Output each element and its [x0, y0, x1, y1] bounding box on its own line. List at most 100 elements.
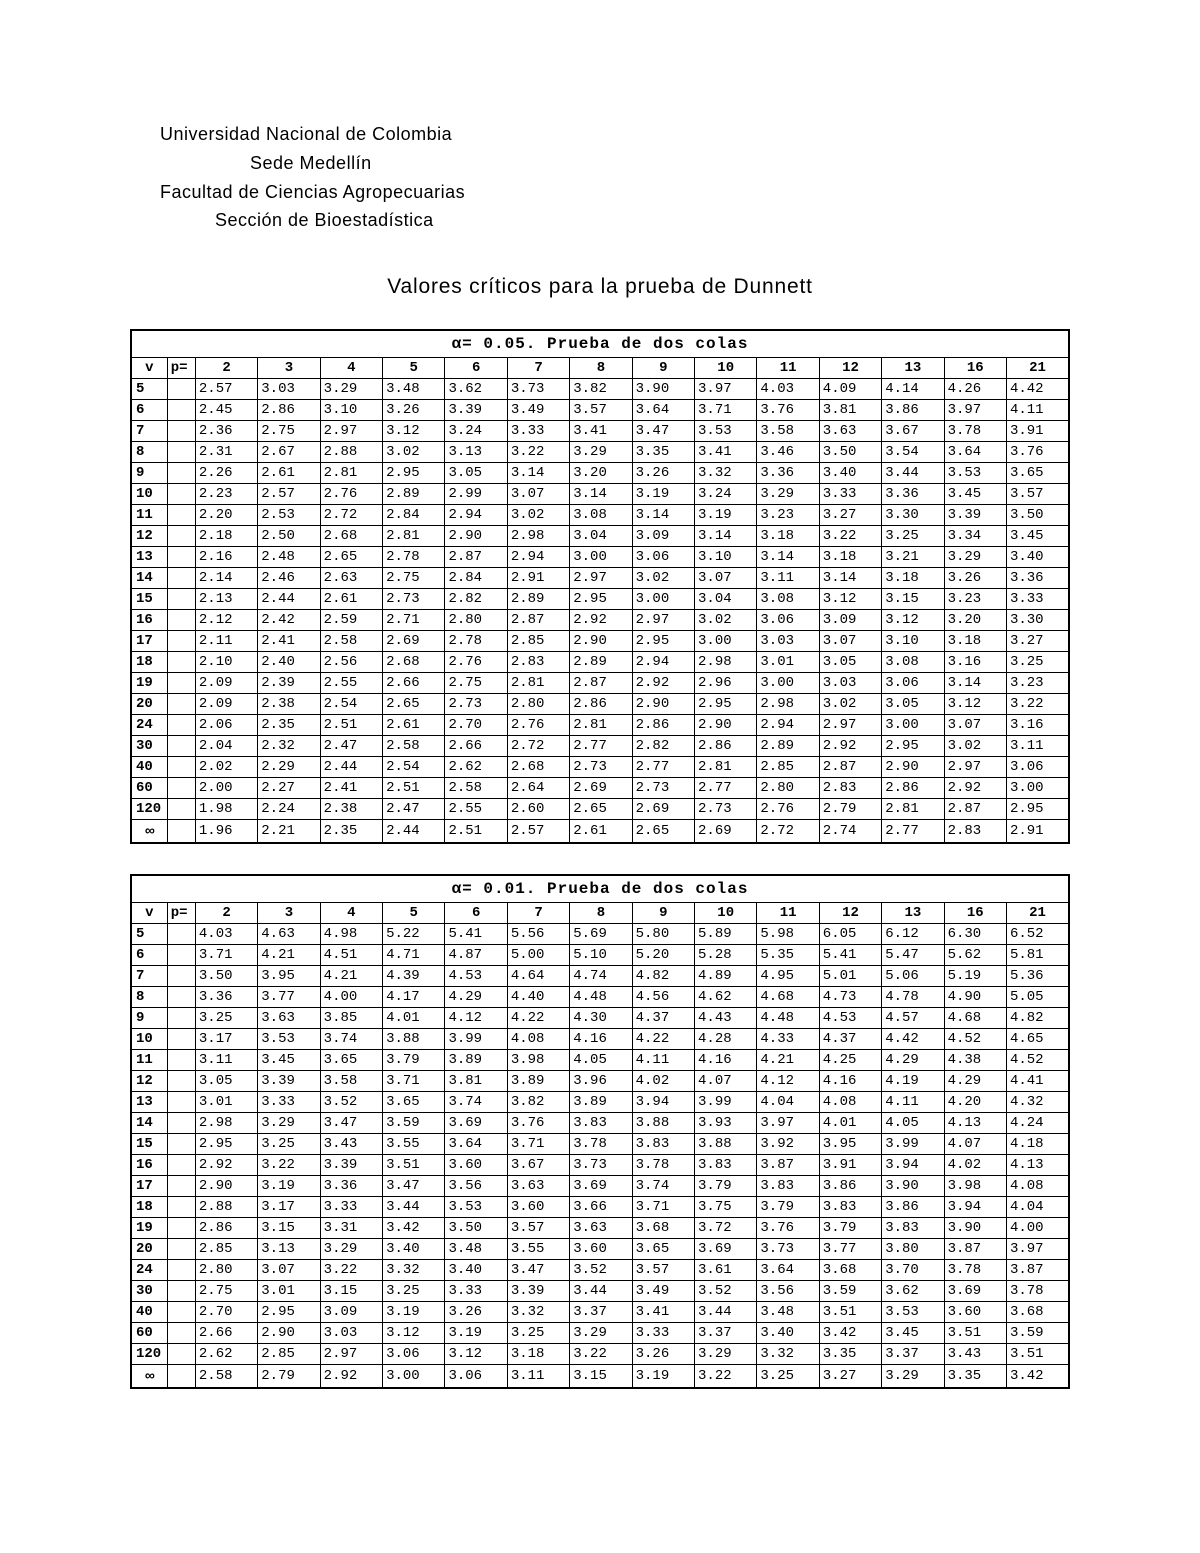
row-header-v: 6: [131, 400, 167, 421]
data-cell: 4.89: [695, 966, 757, 987]
table-row: 152.132.442.612.732.822.892.953.003.043.…: [131, 589, 1069, 610]
data-cell: 3.60: [445, 1155, 507, 1176]
data-cell: 3.25: [882, 526, 944, 547]
data-cell: 2.88: [320, 442, 382, 463]
data-cell: 3.65: [1006, 463, 1069, 484]
data-cell: 2.86: [882, 778, 944, 799]
data-cell: 3.22: [507, 442, 569, 463]
data-cell: 3.49: [507, 400, 569, 421]
data-cell: 2.73: [570, 757, 632, 778]
data-cell: 3.37: [882, 1344, 944, 1365]
data-cell: 3.07: [695, 568, 757, 589]
data-cell: 4.13: [1006, 1155, 1069, 1176]
data-cell: 3.21: [882, 547, 944, 568]
data-cell: 2.80: [445, 610, 507, 631]
data-cell: 4.40: [507, 987, 569, 1008]
data-cell: 2.56: [320, 652, 382, 673]
data-cell: 2.97: [320, 421, 382, 442]
data-cell: 3.11: [507, 1365, 569, 1389]
data-cell: 3.98: [507, 1050, 569, 1071]
data-cell: 2.61: [570, 820, 632, 844]
row-header-v: 15: [131, 1134, 167, 1155]
data-cell: 3.82: [507, 1092, 569, 1113]
data-cell: 2.66: [383, 673, 445, 694]
data-cell: 2.62: [195, 1344, 257, 1365]
row-header-v: 40: [131, 757, 167, 778]
col-header-p-10: 10: [695, 358, 757, 379]
data-cell: 3.01: [195, 1092, 257, 1113]
row-header-v: 11: [131, 505, 167, 526]
data-cell: 3.17: [195, 1029, 257, 1050]
data-cell: 3.22: [570, 1344, 632, 1365]
data-cell: 2.84: [383, 505, 445, 526]
data-cell: 3.66: [570, 1197, 632, 1218]
data-cell: 3.12: [819, 589, 881, 610]
row-header-v: 19: [131, 1218, 167, 1239]
data-cell: 2.72: [757, 820, 819, 844]
data-cell: 3.48: [445, 1239, 507, 1260]
data-cell: 3.86: [819, 1176, 881, 1197]
data-cell: 3.58: [757, 421, 819, 442]
data-cell: 2.83: [507, 652, 569, 673]
data-cell: 3.04: [570, 526, 632, 547]
data-cell: 2.64: [507, 778, 569, 799]
row-header-v: 10: [131, 484, 167, 505]
data-cell: 2.40: [258, 652, 320, 673]
data-cell: 3.98: [944, 1176, 1006, 1197]
data-cell: 3.70: [882, 1260, 944, 1281]
data-cell: 3.48: [757, 1302, 819, 1323]
data-cell: 3.07: [944, 715, 1006, 736]
data-cell: 3.47: [632, 421, 694, 442]
data-cell: 2.81: [320, 463, 382, 484]
data-cell: 3.77: [819, 1239, 881, 1260]
row-p-blank: [167, 1323, 195, 1344]
data-cell: 3.36: [882, 484, 944, 505]
data-cell: 4.14: [882, 379, 944, 400]
row-header-v: 16: [131, 610, 167, 631]
data-cell: 6.52: [1006, 924, 1069, 945]
col-header-p-11: 11: [757, 903, 819, 924]
data-cell: 3.83: [632, 1134, 694, 1155]
data-cell: 3.49: [632, 1281, 694, 1302]
data-cell: 2.87: [445, 547, 507, 568]
row-p-blank: [167, 966, 195, 987]
data-cell: 3.41: [570, 421, 632, 442]
dunnett-table: α= 0.01. Prueba de dos colasvp=234567891…: [130, 874, 1070, 1389]
data-cell: 3.00: [757, 673, 819, 694]
row-header-v: 8: [131, 987, 167, 1008]
data-cell: 3.00: [632, 589, 694, 610]
data-cell: 2.57: [507, 820, 569, 844]
data-cell: 2.86: [570, 694, 632, 715]
data-cell: 4.48: [757, 1008, 819, 1029]
data-cell: 2.21: [258, 820, 320, 844]
data-cell: 3.25: [507, 1323, 569, 1344]
data-cell: 2.42: [258, 610, 320, 631]
data-cell: 3.91: [819, 1155, 881, 1176]
data-cell: 5.89: [695, 924, 757, 945]
header-line-2: Sede Medellín: [160, 149, 1080, 178]
data-cell: 3.40: [383, 1239, 445, 1260]
data-cell: 2.82: [445, 589, 507, 610]
data-cell: 2.68: [383, 652, 445, 673]
data-cell: 4.03: [757, 379, 819, 400]
data-cell: 4.01: [819, 1113, 881, 1134]
table-row: 132.162.482.652.782.872.943.003.063.103.…: [131, 547, 1069, 568]
data-cell: 3.15: [258, 1218, 320, 1239]
data-cell: 3.39: [320, 1155, 382, 1176]
data-cell: 2.87: [570, 673, 632, 694]
data-cell: 2.98: [195, 1113, 257, 1134]
data-cell: 3.03: [320, 1323, 382, 1344]
data-cell: 2.89: [507, 589, 569, 610]
data-cell: 3.00: [882, 715, 944, 736]
data-cell: 3.97: [695, 379, 757, 400]
data-cell: 3.76: [507, 1113, 569, 1134]
data-cell: 3.27: [819, 505, 881, 526]
data-cell: 2.35: [258, 715, 320, 736]
row-header-v: 14: [131, 1113, 167, 1134]
data-cell: 4.02: [944, 1155, 1006, 1176]
row-p-blank: [167, 945, 195, 966]
data-cell: 2.94: [445, 505, 507, 526]
data-cell: 3.27: [819, 1365, 881, 1389]
data-cell: 3.78: [944, 421, 1006, 442]
data-cell: 3.15: [882, 589, 944, 610]
